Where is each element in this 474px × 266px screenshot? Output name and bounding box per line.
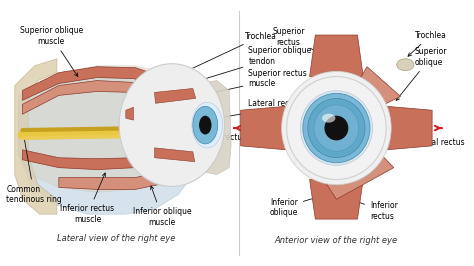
Polygon shape [15, 59, 57, 214]
Text: Inferior oblique
muscle: Inferior oblique muscle [133, 186, 191, 227]
Polygon shape [317, 150, 394, 199]
Polygon shape [22, 81, 179, 114]
Polygon shape [241, 106, 287, 150]
Text: Superior rectus
muscle: Superior rectus muscle [182, 69, 307, 101]
Text: Anterior view of the right eye: Anterior view of the right eye [275, 236, 398, 245]
Polygon shape [22, 143, 179, 170]
Text: Trochlea: Trochlea [187, 32, 277, 71]
Ellipse shape [119, 64, 224, 186]
Polygon shape [126, 107, 134, 120]
Polygon shape [155, 148, 195, 162]
Text: Inferior
rectus: Inferior rectus [354, 200, 398, 221]
Ellipse shape [314, 105, 359, 151]
Polygon shape [356, 67, 401, 108]
Polygon shape [310, 35, 363, 77]
Text: Lateral rectus: Lateral rectus [193, 132, 259, 143]
Text: Inferior
oblique: Inferior oblique [270, 195, 323, 217]
Ellipse shape [322, 114, 336, 123]
Ellipse shape [303, 93, 370, 163]
Polygon shape [162, 73, 198, 90]
Ellipse shape [282, 72, 391, 185]
Polygon shape [18, 71, 198, 214]
Polygon shape [22, 67, 179, 100]
Polygon shape [386, 106, 432, 150]
Ellipse shape [287, 77, 386, 180]
Text: Superior oblique
muscle: Superior oblique muscle [19, 26, 83, 76]
Text: Medial rectus: Medial rectus [413, 134, 465, 147]
Text: Lateral view of the right eye: Lateral view of the right eye [57, 234, 175, 243]
Ellipse shape [199, 116, 211, 135]
Ellipse shape [174, 71, 192, 82]
Text: Trochlea: Trochlea [408, 31, 447, 56]
Polygon shape [179, 81, 231, 174]
Ellipse shape [308, 98, 365, 158]
Ellipse shape [324, 116, 348, 140]
Text: Lateral rectus
muscle: Lateral rectus muscle [180, 99, 301, 126]
Polygon shape [310, 180, 363, 219]
Polygon shape [155, 89, 196, 103]
Text: Superior oblique
tendon: Superior oblique tendon [196, 46, 311, 82]
Polygon shape [59, 162, 185, 189]
Polygon shape [18, 66, 193, 192]
Text: Superior
rectus: Superior rectus [272, 27, 324, 55]
Text: Inferior rectus
muscle: Inferior rectus muscle [61, 173, 115, 224]
Ellipse shape [192, 102, 222, 148]
Ellipse shape [301, 91, 373, 165]
Ellipse shape [397, 59, 414, 71]
Text: Common
tendinous ring: Common tendinous ring [6, 132, 62, 204]
Text: Superior
oblique: Superior oblique [396, 47, 447, 101]
Ellipse shape [193, 106, 218, 144]
